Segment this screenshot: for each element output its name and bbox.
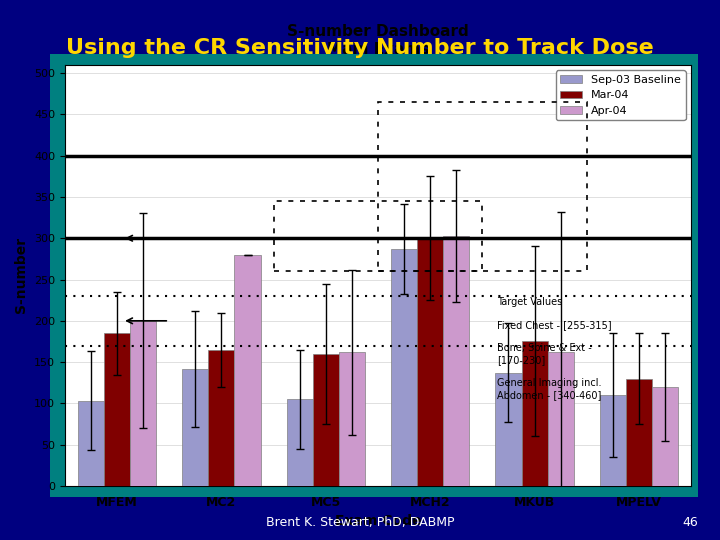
Bar <box>78 401 104 486</box>
Bar <box>652 387 678 486</box>
Bar <box>208 350 235 486</box>
Bar <box>626 379 652 486</box>
Bar <box>600 395 626 486</box>
Bar <box>495 373 521 486</box>
Bar <box>378 102 587 271</box>
Bar <box>444 236 469 486</box>
Bar <box>274 201 482 271</box>
Bar <box>130 321 156 486</box>
Text: Target Values

Fixed Chest - [255-315]

Bone, Spine & Ext -
[170-230]

General I: Target Values Fixed Chest - [255-315] Bo… <box>497 297 611 400</box>
Bar <box>182 369 208 486</box>
Text: Using the CR Sensitivity Number to Track Dose: Using the CR Sensitivity Number to Track… <box>66 38 654 58</box>
Bar <box>417 238 444 486</box>
Bar <box>104 333 130 486</box>
Text: Brent K. Stewart, PhD, DABMP: Brent K. Stewart, PhD, DABMP <box>266 516 454 529</box>
Y-axis label: S-number: S-number <box>14 238 28 313</box>
Bar <box>548 352 574 486</box>
Legend: Sep-03 Baseline, Mar-04, Apr-04: Sep-03 Baseline, Mar-04, Apr-04 <box>556 70 685 120</box>
Bar <box>312 354 339 486</box>
X-axis label: Exam Code: Exam Code <box>335 514 421 528</box>
Bar <box>521 341 548 486</box>
Title: S-number Dashboard
Main Exams: S-number Dashboard Main Exams <box>287 24 469 57</box>
Bar <box>339 352 365 486</box>
Text: 46: 46 <box>683 516 698 529</box>
Bar <box>287 399 312 486</box>
Bar <box>235 255 261 486</box>
Bar <box>391 249 417 486</box>
